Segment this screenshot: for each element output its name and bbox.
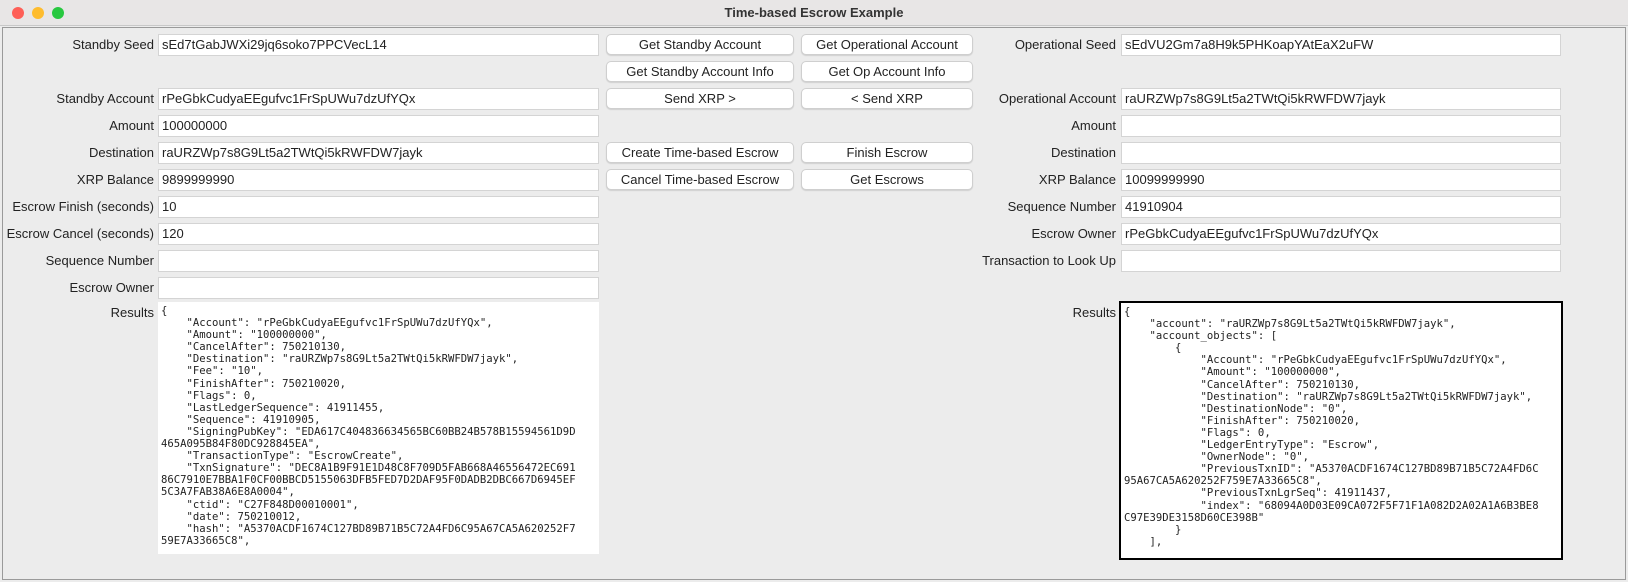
operational-field-label: Escrow Owner	[1031, 226, 1116, 241]
operational-field-input[interactable]: raURZWp7s8G9Lt5a2TWtQi5kRWFDW7jayk	[1121, 88, 1561, 110]
title-bar: Time-based Escrow Example	[0, 0, 1628, 26]
standby-field-input[interactable]: 10	[158, 196, 599, 218]
standby-field-label: Amount	[109, 118, 154, 133]
button-1-0[interactable]: Get Standby Account Info	[606, 61, 794, 82]
operational-field-input[interactable]: rPeGbkCudyaEEgufvc1FrSpUWu7dzUfYQx	[1121, 223, 1561, 245]
button-0-0[interactable]: Get Standby Account	[606, 34, 794, 55]
button-2-1[interactable]: < Send XRP	[801, 88, 973, 109]
standby-field-input[interactable]: 120	[158, 223, 599, 245]
standby-field-input[interactable]	[158, 250, 599, 272]
standby-field-label: Standby Account	[56, 91, 154, 106]
window-title: Time-based Escrow Example	[724, 5, 904, 20]
operational-field-input[interactable]	[1121, 142, 1561, 164]
minimize-window-button[interactable]	[32, 7, 44, 19]
zoom-window-button[interactable]	[52, 7, 64, 19]
operational-field-label: Operational Seed	[1014, 37, 1116, 52]
close-window-button[interactable]	[12, 7, 24, 19]
operational-field-input[interactable]: sEdVU2Gm7a8H9k5PHKoapYAtEaX2uFW	[1121, 34, 1561, 56]
operational-field-input[interactable]: 41910904	[1121, 196, 1561, 218]
standby-field-input[interactable]: rPeGbkCudyaEEgufvc1FrSpUWu7dzUfYQx	[158, 88, 599, 110]
standby-field-label: Escrow Finish (seconds)	[12, 199, 154, 214]
operational-field-label: Transaction to Look Up	[982, 253, 1116, 268]
standby-field-input[interactable]: sEd7tGabJWXi29jq6soko7PPCVecL14	[158, 34, 599, 56]
button-4-1[interactable]: Get Escrows	[801, 169, 973, 190]
standby-field-label: Escrow Owner	[69, 280, 154, 295]
standby-field-label: XRP Balance	[76, 172, 154, 187]
operational-field-input[interactable]	[1121, 250, 1561, 272]
button-3-1[interactable]: Finish Escrow	[801, 142, 973, 163]
standby-field-input[interactable]: 9899999990	[158, 169, 599, 191]
standby-field-label: Destination	[88, 145, 154, 160]
operational-results-text[interactable]: { "account": "raURZWp7s8G9Lt5a2TWtQi5kRW…	[1119, 301, 1563, 560]
standby-field-input[interactable]: raURZWp7s8G9Lt5a2TWtQi5kRWFDW7jayk	[158, 142, 599, 164]
standby-results-text[interactable]: { "Account": "rPeGbkCudyaEEgufvc1FrSpUWu…	[158, 302, 599, 554]
operational-field-input[interactable]	[1121, 115, 1561, 137]
operational-field-label: Destination	[1050, 145, 1116, 160]
button-4-0[interactable]: Cancel Time-based Escrow	[606, 169, 794, 190]
standby-field-label: Sequence Number	[45, 253, 154, 268]
operational-field-input[interactable]: 10099999990	[1121, 169, 1561, 191]
operational-field-label: Operational Account	[998, 91, 1116, 106]
standby-field-input[interactable]: 100000000	[158, 115, 599, 137]
operational-field-label: Amount	[1071, 118, 1116, 133]
standby-results-label: Results	[110, 305, 154, 320]
standby-field-label: Standby Seed	[72, 37, 154, 52]
button-1-1[interactable]: Get Op Account Info	[801, 61, 973, 82]
operational-results-label: Results	[1072, 305, 1116, 320]
button-0-1[interactable]: Get Operational Account	[801, 34, 973, 55]
button-2-0[interactable]: Send XRP >	[606, 88, 794, 109]
button-3-0[interactable]: Create Time-based Escrow	[606, 142, 794, 163]
operational-field-label: Sequence Number	[1007, 199, 1116, 214]
operational-field-label: XRP Balance	[1038, 172, 1116, 187]
standby-field-label: Escrow Cancel (seconds)	[6, 226, 154, 241]
standby-field-input[interactable]	[158, 277, 599, 299]
